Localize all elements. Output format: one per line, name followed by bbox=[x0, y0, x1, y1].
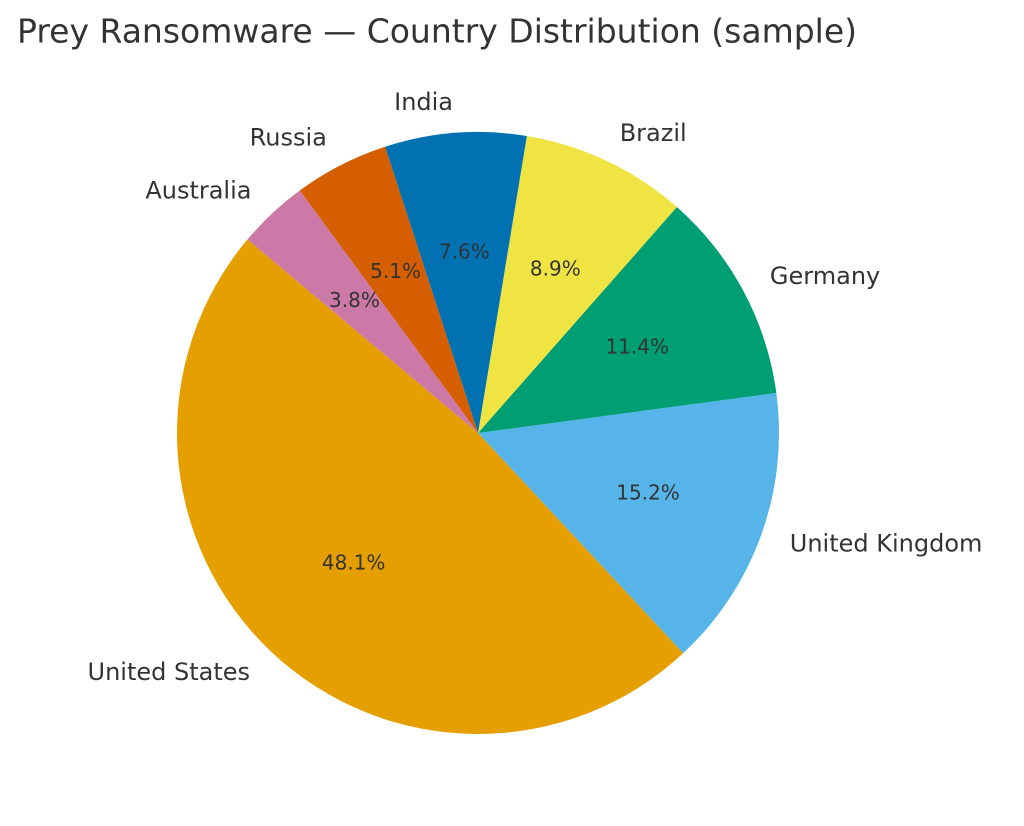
pie-slice bbox=[478, 135, 677, 433]
slice-label: United Kingdom bbox=[790, 530, 983, 558]
percent-label: 8.9% bbox=[530, 256, 581, 280]
percent-label: 7.6% bbox=[439, 239, 490, 263]
slice-label: Australia bbox=[145, 177, 251, 205]
pie-slice bbox=[385, 132, 527, 433]
pie-slice bbox=[247, 190, 478, 433]
pie-slice bbox=[478, 207, 777, 433]
pie-slice bbox=[177, 239, 684, 734]
percent-label: 15.2% bbox=[616, 480, 680, 504]
percent-label: 3.8% bbox=[329, 288, 380, 312]
slice-label: Brazil bbox=[620, 119, 687, 147]
percent-label: 5.1% bbox=[370, 259, 421, 283]
pie-slice bbox=[478, 392, 779, 654]
slice-label: United States bbox=[88, 658, 251, 686]
pie-slice bbox=[299, 146, 478, 433]
percent-label: 48.1% bbox=[322, 550, 386, 574]
chart-title: Prey Ransomware — Country Distribution (… bbox=[17, 12, 857, 51]
percent-label: 11.4% bbox=[605, 334, 669, 358]
slice-label: Russia bbox=[250, 123, 327, 151]
slice-label: India bbox=[394, 88, 453, 116]
slice-label: Germany bbox=[770, 262, 880, 290]
